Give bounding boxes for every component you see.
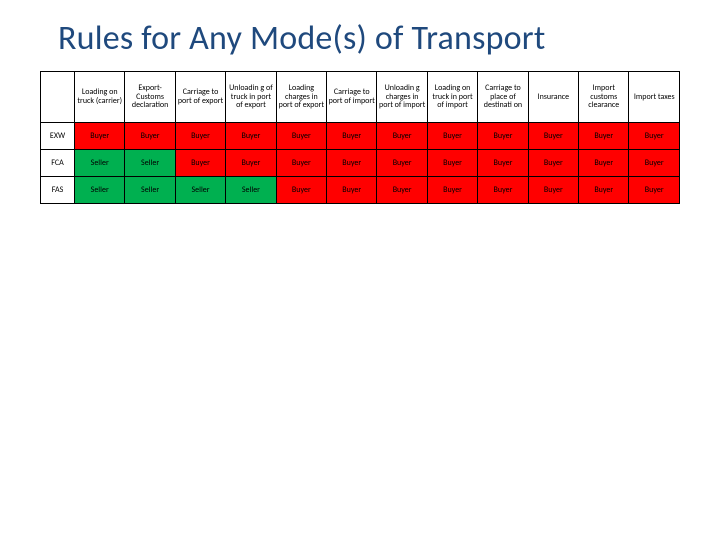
col-header: Carriage to place of destinati on: [478, 72, 528, 123]
table-cell: Buyer: [427, 150, 477, 177]
table-cell: Buyer: [175, 150, 225, 177]
table-cell: Buyer: [478, 123, 528, 150]
col-header: Unloadin g of truck in port of export: [226, 72, 276, 123]
row-label: EXW: [41, 123, 75, 150]
table-body: EXWBuyerBuyerBuyerBuyerBuyerBuyerBuyerBu…: [41, 123, 680, 204]
table-cell: Buyer: [226, 150, 276, 177]
table-cell: Buyer: [276, 150, 326, 177]
row-label: FAS: [41, 177, 75, 204]
table-cell: Buyer: [377, 150, 427, 177]
row-label: FCA: [41, 150, 75, 177]
table-cell: Seller: [125, 177, 175, 204]
table-cell: Seller: [125, 150, 175, 177]
table-cell: Buyer: [629, 177, 680, 204]
col-header: Loading on truck (carrier): [75, 72, 125, 123]
table-cell: Buyer: [276, 177, 326, 204]
table-cell: Buyer: [427, 177, 477, 204]
page-title: Rules for Any Mode(s) of Transport: [58, 18, 690, 59]
table-cell: Buyer: [579, 150, 629, 177]
table-cell: Seller: [75, 150, 125, 177]
table-cell: Buyer: [327, 150, 377, 177]
table-cell: Buyer: [579, 177, 629, 204]
table-cell: Seller: [75, 177, 125, 204]
table-cell: Buyer: [75, 123, 125, 150]
col-header: Import taxes: [629, 72, 680, 123]
table-cell: Buyer: [629, 150, 680, 177]
table-cell: Buyer: [478, 150, 528, 177]
table-cell: Buyer: [276, 123, 326, 150]
table-header: Loading on truck (carrier) Export- Custo…: [41, 72, 680, 123]
table-cell: Buyer: [478, 177, 528, 204]
table-cell: Buyer: [175, 123, 225, 150]
table-cell: Buyer: [427, 123, 477, 150]
table-row: EXWBuyerBuyerBuyerBuyerBuyerBuyerBuyerBu…: [41, 123, 680, 150]
col-header: Carriage to port of import: [327, 72, 377, 123]
table-cell: Buyer: [528, 150, 578, 177]
table-cell: Buyer: [125, 123, 175, 150]
col-header: Export- Customs declaration: [125, 72, 175, 123]
table-cell: Buyer: [226, 123, 276, 150]
table-row: FCASellerSellerBuyerBuyerBuyerBuyerBuyer…: [41, 150, 680, 177]
table-cell: Buyer: [327, 177, 377, 204]
table-row: FASSellerSellerSellerSellerBuyerBuyerBuy…: [41, 177, 680, 204]
col-header: Loading on truck in port of import: [427, 72, 477, 123]
header-blank: [41, 72, 75, 123]
col-header: Carriage to port of export: [175, 72, 225, 123]
table-cell: Buyer: [528, 177, 578, 204]
col-header: Import customs clearance: [579, 72, 629, 123]
table-cell: Seller: [226, 177, 276, 204]
table-cell: Buyer: [377, 177, 427, 204]
table-cell: Buyer: [327, 123, 377, 150]
col-header: Loading charges in port of export: [276, 72, 326, 123]
incoterms-table: Loading on truck (carrier) Export- Custo…: [40, 71, 680, 204]
table-cell: Seller: [175, 177, 225, 204]
table-cell: Buyer: [377, 123, 427, 150]
col-header: Insurance: [528, 72, 578, 123]
col-header: Unloadin g charges in port of import: [377, 72, 427, 123]
table-cell: Buyer: [579, 123, 629, 150]
table-cell: Buyer: [528, 123, 578, 150]
table-cell: Buyer: [629, 123, 680, 150]
